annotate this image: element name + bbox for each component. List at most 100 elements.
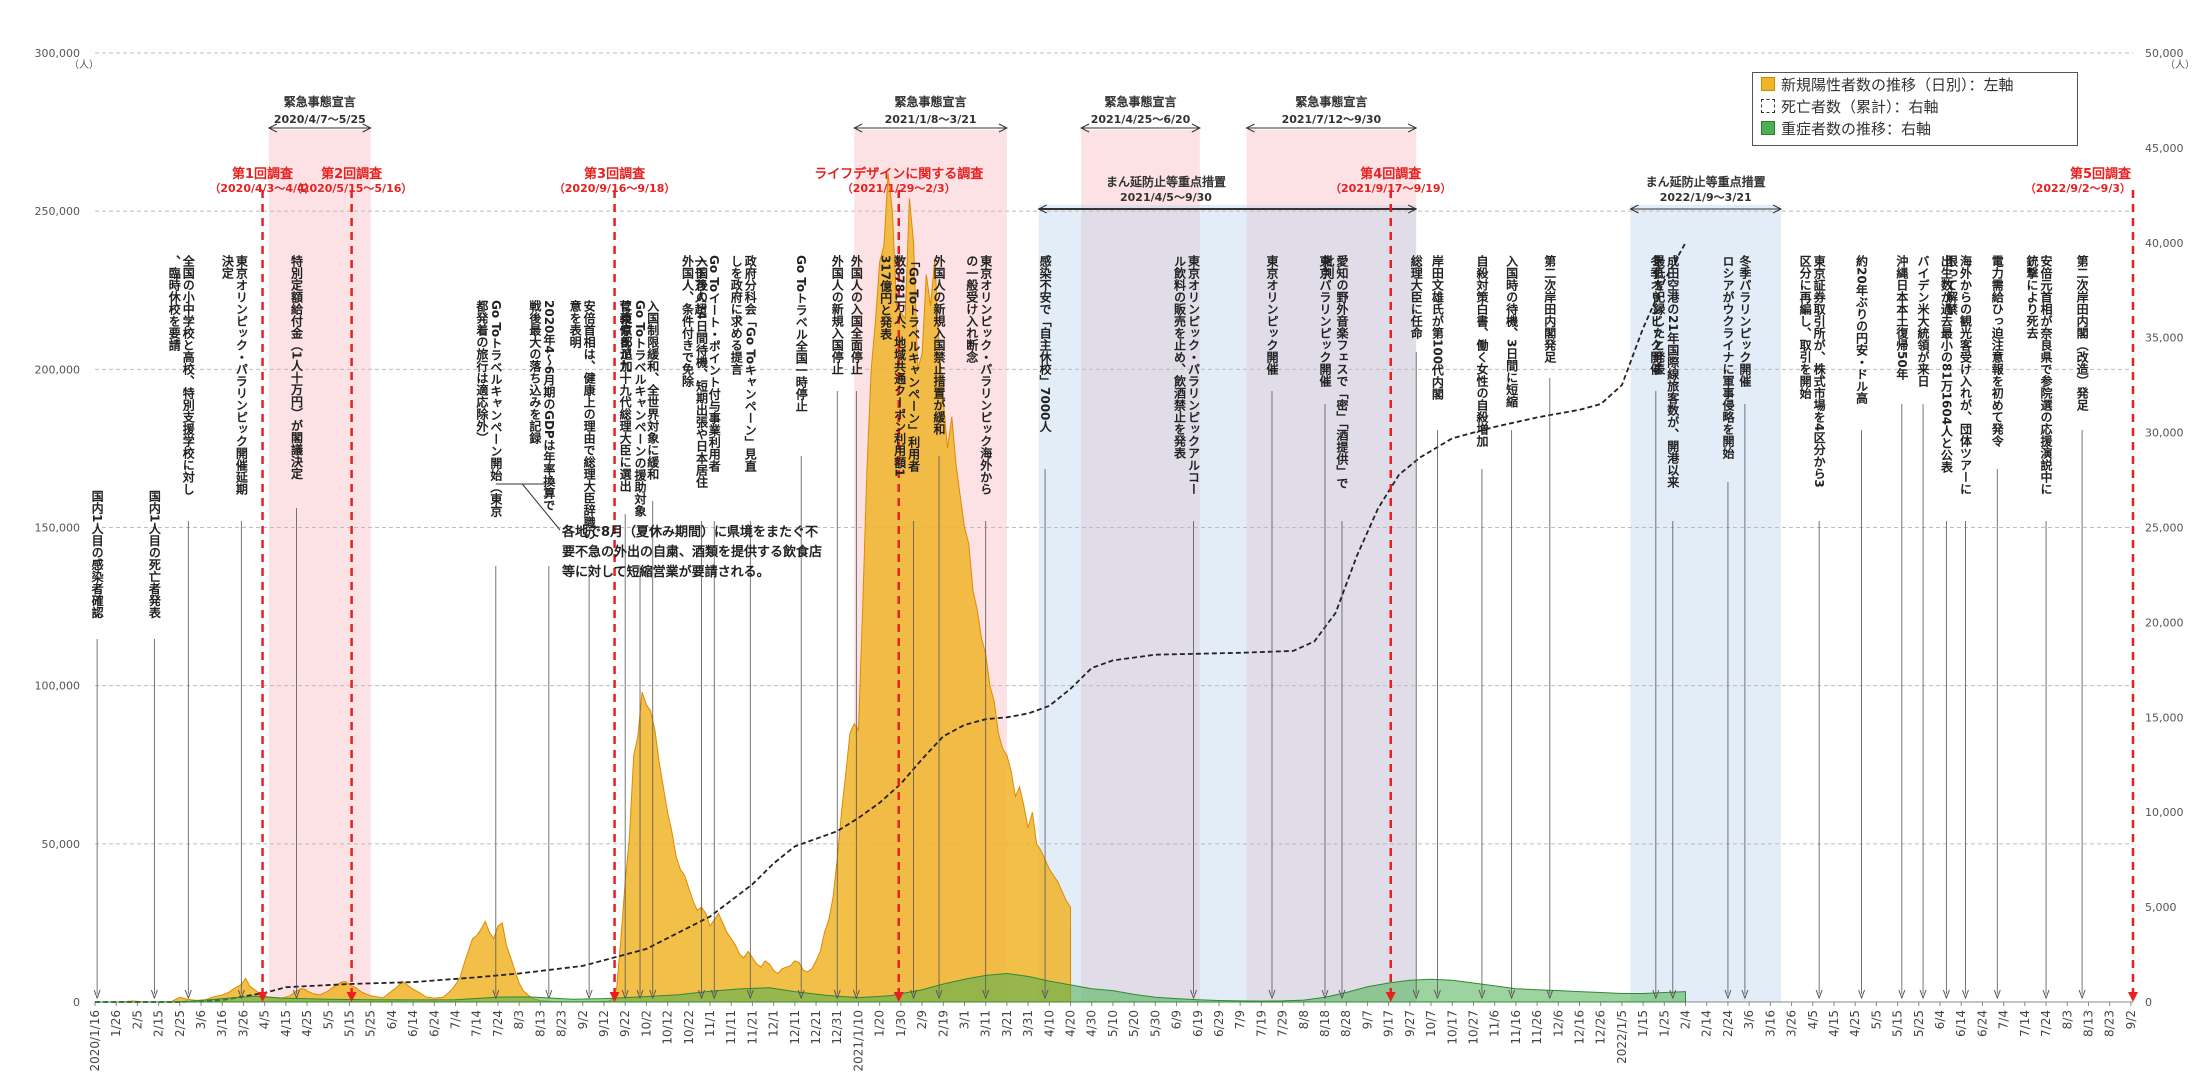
x-axis-tick-label: 11/6 xyxy=(1488,1010,1502,1037)
series-line-1 xyxy=(95,242,1687,1003)
x-axis-tick-label: 6/4 xyxy=(1933,1010,1947,1029)
x-axis-tick-label: 3/1 xyxy=(957,1010,971,1029)
right-axis-tick: 40,000 xyxy=(2145,237,2184,250)
x-axis-tick-label: 5/25 xyxy=(1912,1010,1926,1037)
event-label-39: 限って解禁 xyxy=(1944,254,1958,316)
left-axis-tick: 0 xyxy=(73,996,80,1009)
period-arrow-left xyxy=(853,123,863,133)
x-axis-tick-label: 6/29 xyxy=(1212,1010,1226,1037)
event-label-3: 決定 xyxy=(220,254,234,280)
x-axis-tick-label: 10/17 xyxy=(1445,1010,1459,1045)
x-axis-tick-label: 4/25 xyxy=(1848,1010,1862,1037)
right-axis-tick: 25,000 xyxy=(2145,522,2184,535)
x-axis-tick-label: 11/1 xyxy=(703,1010,717,1037)
event-arrow-20 xyxy=(1041,989,1049,1000)
event-label-1: 国内1人目の死亡者発表 xyxy=(147,490,161,619)
event-label-39: 海外からの観光客受け入れが、団体ツアーに xyxy=(1958,254,1972,495)
period-range: 2021/4/25〜6/20 xyxy=(1091,113,1191,126)
event-arrow-0 xyxy=(93,989,101,1000)
right-axis-tick: 15,000 xyxy=(2145,711,2184,724)
x-axis-tick-label: 3/6 xyxy=(1742,1010,1756,1029)
x-axis-tick-label: 5/5 xyxy=(1869,1010,1883,1029)
x-axis-tick-label: 3/16 xyxy=(1763,1010,1777,1037)
legend-swatch-positive xyxy=(1761,77,1775,91)
event-arrow-40 xyxy=(1993,989,2001,1000)
event-arrow-28 xyxy=(1508,989,1516,1000)
period-range: 2021/4/5〜9/30 xyxy=(1120,191,1212,204)
event-label-30: 冬季オリンピック開催 xyxy=(1649,254,1663,376)
event-arrow-38 xyxy=(1942,989,1950,1000)
x-axis-tick-label: 5/15 xyxy=(342,1010,356,1037)
x-axis-tick-label: 5/15 xyxy=(1891,1010,1905,1037)
x-axis-tick-label: 3/21 xyxy=(1000,1010,1014,1037)
event-label-31: 成田空港の21年国際線旅客数が、開港以来 xyxy=(1666,254,1680,489)
right-axis-unit: （人） xyxy=(2165,59,2195,71)
event-arrow-33 xyxy=(1741,989,1749,1000)
event-label-24: 批判 xyxy=(1321,254,1335,280)
left-axis-tick: 250,000 xyxy=(35,205,81,218)
x-axis-tick-label: 12/31 xyxy=(830,1010,844,1045)
left-axis-tick: 50,000 xyxy=(42,838,81,851)
survey-range: （2020/4/3〜4/4） xyxy=(209,182,315,195)
x-axis-tick-label: 2/9 xyxy=(915,1010,929,1029)
x-axis-tick-label: 1/25 xyxy=(1657,1010,1671,1037)
event-label-42: 第二次岸田内閣（改造）発足 xyxy=(2075,254,2089,412)
x-axis-tick-label: 6/4 xyxy=(385,1010,399,1029)
x-axis-tick-label: 9/12 xyxy=(597,1010,611,1037)
x-axis-tick-label: 4/20 xyxy=(1064,1010,1078,1037)
event-arrow-23 xyxy=(1321,989,1329,1000)
event-label-18: 外国人の新規入国禁止措置が緩和 xyxy=(932,254,946,436)
event-arrow-25 xyxy=(1412,989,1420,1000)
event-label-36: 沖縄日本本土復帰50年 xyxy=(1895,254,1909,381)
left-axis-tick: 150,000 xyxy=(35,522,81,535)
x-axis-tick-label: 4/5 xyxy=(1806,1010,1820,1029)
x-axis-tick-label: 10/12 xyxy=(661,1010,675,1045)
survey-arrow-5 xyxy=(2128,992,2138,1002)
period-range: 2022/1/9〜3/21 xyxy=(1660,191,1752,204)
event-label-17: 数8781万人、地域共通クーポン利用額1 xyxy=(893,254,907,477)
note-text: 等に対して短縮営業が要請される。 xyxy=(561,564,770,580)
x-axis-tick-label: 4/10 xyxy=(1042,1010,1056,1037)
x-axis-tick-label: 11/21 xyxy=(745,1010,759,1045)
x-axis-tick-label: 1/20 xyxy=(873,1010,887,1037)
x-axis-tick-label: 10/7 xyxy=(1424,1010,1438,1037)
period-range: 2020/4/7〜5/25 xyxy=(274,113,366,126)
survey-range: （2021/9/17〜9/19） xyxy=(1330,182,1452,195)
event-label-7: 安倍首相は、健康上の理由で総理大臣辞職の xyxy=(582,299,596,540)
period-arrow-left xyxy=(1080,123,1090,133)
right-axis-tick: 10,000 xyxy=(2145,806,2184,819)
note-text: 各地で8月（夏休み期間）に県境をまたぐ不 xyxy=(561,524,818,540)
x-axis-tick-label: 2/5 xyxy=(130,1010,144,1029)
event-label-17: 「Go Toトラベルキャンペーン」利用者 xyxy=(907,255,921,473)
x-axis-tick-label: 7/24 xyxy=(2039,1010,2053,1037)
note-text: 要不急の外出の自粛、酒類を提供する飲食店 xyxy=(562,544,822,560)
period-title: まん延防止等重点措置 xyxy=(1646,174,1766,189)
legend-label-severe: 重症者数の推移：右軸 xyxy=(1781,119,1932,138)
right-axis-tick: 30,000 xyxy=(2145,427,2184,440)
x-axis-tick-label: 4/15 xyxy=(279,1010,293,1037)
legend-item-deaths: 死亡者数（累計）：右軸 xyxy=(1753,95,2077,117)
survey-range: （2022/9/2〜9/3） xyxy=(2025,182,2131,195)
x-axis-tick-label: 7/14 xyxy=(2018,1010,2032,1037)
event-label-26: 岸田文雄氏が第100代内閣 xyxy=(1430,254,1444,401)
event-label-11: 外国人、条件付きで免除 xyxy=(681,254,695,388)
event-label-15: 外国人の新規入国停止 xyxy=(830,254,844,375)
period-title: 緊急事態宣言 xyxy=(1295,94,1367,109)
event-arrow-9 xyxy=(636,989,644,1000)
period-arrow-left xyxy=(1037,204,1047,214)
right-axis-tick: 50,000 xyxy=(2145,47,2184,60)
event-label-0: 国内1人目の感染者確認 xyxy=(90,490,104,619)
period-arrow-right xyxy=(1772,204,1783,214)
event-label-29: 第二次岸田内閣発足 xyxy=(1543,254,1557,364)
x-axis-tick-label: 2021/1/10 xyxy=(851,1010,865,1072)
survey-arrow-1 xyxy=(346,992,357,1002)
event-label-2: 、臨時休校を要請 xyxy=(167,255,181,352)
period-title: 緊急事態宣言 xyxy=(895,94,967,109)
event-label-32: ロシアがウクライナに軍事侵略を開始 xyxy=(1721,255,1735,460)
event-label-21: ル飲料の販売を止め、飲酒禁止を発表 xyxy=(1173,255,1187,460)
x-axis-tick-label: 2/24 xyxy=(1721,1010,1735,1037)
event-label-10: 入国制限緩和、全世界対象に緩和 xyxy=(646,300,660,481)
event-label-8: 菅義偉氏が九十九代総理大臣に選出 xyxy=(618,299,632,493)
x-axis-tick-label: 5/10 xyxy=(1106,1010,1120,1037)
